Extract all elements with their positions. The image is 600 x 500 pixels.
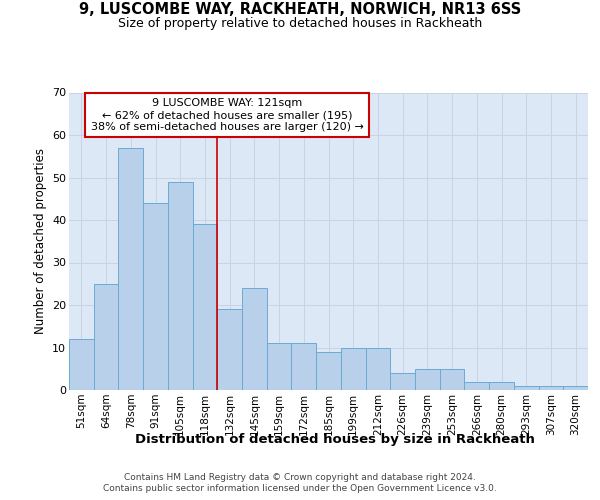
Text: 9 LUSCOMBE WAY: 121sqm
← 62% of detached houses are smaller (195)
38% of semi-de: 9 LUSCOMBE WAY: 121sqm ← 62% of detached… <box>91 98 364 132</box>
Bar <box>118 148 143 390</box>
Bar <box>464 382 489 390</box>
Bar <box>390 373 415 390</box>
Bar <box>168 182 193 390</box>
Bar <box>539 386 563 390</box>
Text: Distribution of detached houses by size in Rackheath: Distribution of detached houses by size … <box>134 432 535 446</box>
Bar <box>514 386 539 390</box>
Bar <box>292 343 316 390</box>
Bar <box>415 369 440 390</box>
Bar <box>365 348 390 390</box>
Text: Contains HM Land Registry data © Crown copyright and database right 2024.: Contains HM Land Registry data © Crown c… <box>124 472 476 482</box>
Text: Contains public sector information licensed under the Open Government Licence v3: Contains public sector information licen… <box>103 484 497 493</box>
Bar <box>94 284 118 390</box>
Bar <box>217 309 242 390</box>
Bar <box>193 224 217 390</box>
Bar <box>242 288 267 390</box>
Bar <box>563 386 588 390</box>
Text: 9, LUSCOMBE WAY, RACKHEATH, NORWICH, NR13 6SS: 9, LUSCOMBE WAY, RACKHEATH, NORWICH, NR1… <box>79 2 521 18</box>
Bar <box>316 352 341 390</box>
Bar <box>440 369 464 390</box>
Y-axis label: Number of detached properties: Number of detached properties <box>34 148 47 334</box>
Bar <box>143 203 168 390</box>
Bar <box>341 348 365 390</box>
Text: Size of property relative to detached houses in Rackheath: Size of property relative to detached ho… <box>118 18 482 30</box>
Bar <box>69 339 94 390</box>
Bar <box>489 382 514 390</box>
Bar <box>267 343 292 390</box>
